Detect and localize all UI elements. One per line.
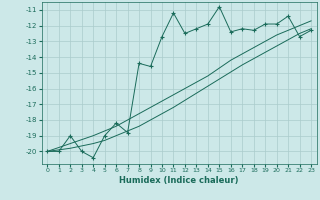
X-axis label: Humidex (Indice chaleur): Humidex (Indice chaleur) [119, 176, 239, 185]
